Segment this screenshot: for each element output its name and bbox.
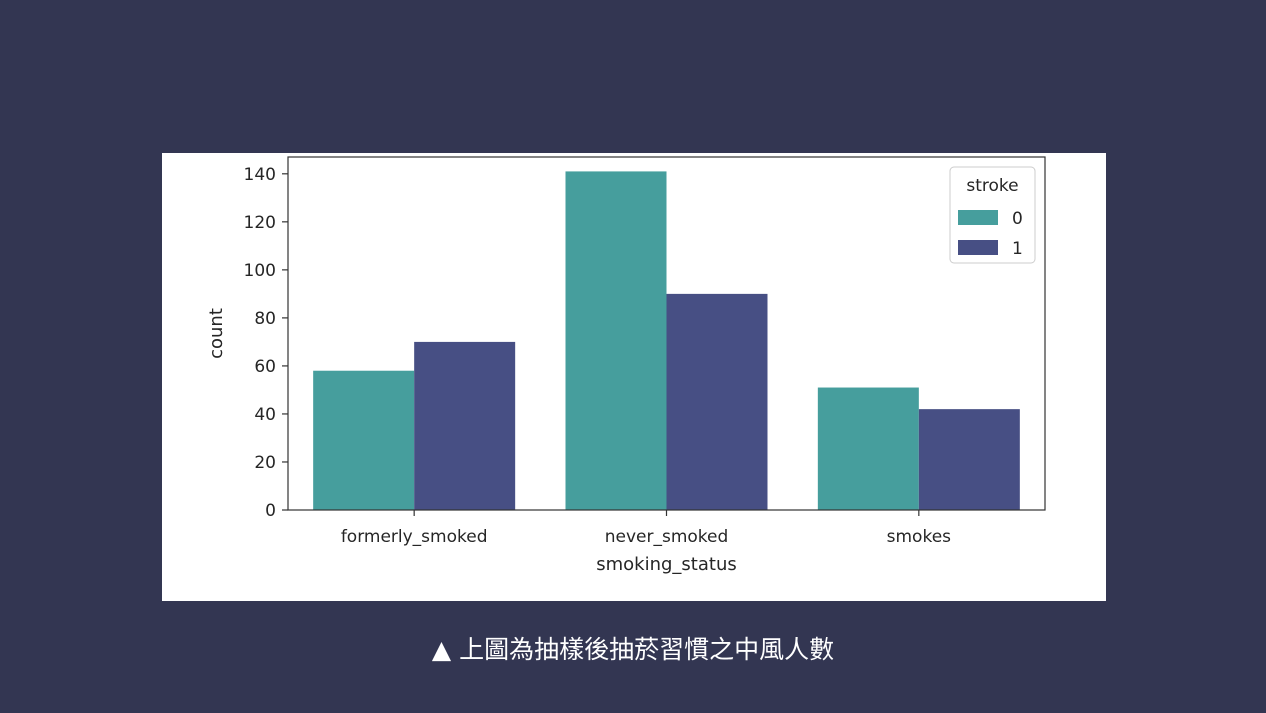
legend-title: stroke (966, 176, 1018, 196)
caption: ▲ 上圖為抽樣後抽菸習慣之中風人數 (431, 635, 835, 664)
legend-label-1: 1 (1012, 239, 1023, 259)
bar-chart: 0 20 40 60 80 100 120 140 formerly_smoked never_s… (206, 156, 1046, 575)
chart-panel: 0 20 40 60 80 100 120 140 formerly_smoked never_s… (162, 153, 1106, 601)
legend-swatch-1 (958, 240, 998, 255)
y-tick-label: 100 (244, 261, 276, 281)
y-axis-label: count (206, 308, 227, 359)
y-tick-label: 60 (254, 357, 276, 377)
x-tick-label: smokes (887, 527, 952, 547)
y-tick-label: 80 (254, 309, 276, 329)
y-tick-label: 0 (265, 501, 276, 521)
y-tick-label: 140 (244, 165, 276, 185)
bar-never_smoked-series-1 (666, 293, 768, 510)
bar-smokes-series-1 (918, 409, 1020, 510)
y-tick-label: 120 (244, 213, 276, 233)
bar-formerly_smoked-series-1 (414, 341, 516, 510)
bar-never_smoked-series-0 (565, 171, 667, 511)
bar-formerly_smoked-series-0 (313, 370, 415, 510)
x-tick-label: formerly_smoked (341, 527, 488, 547)
y-tick-label: 20 (254, 453, 276, 473)
legend-swatch-0 (958, 210, 998, 225)
x-axis-label: smoking_status (596, 554, 737, 575)
legend-label-0: 0 (1012, 209, 1023, 229)
x-tick-label: never_smoked (605, 527, 729, 547)
y-tick-label: 40 (254, 405, 276, 425)
bar-smokes-series-0 (817, 387, 919, 510)
